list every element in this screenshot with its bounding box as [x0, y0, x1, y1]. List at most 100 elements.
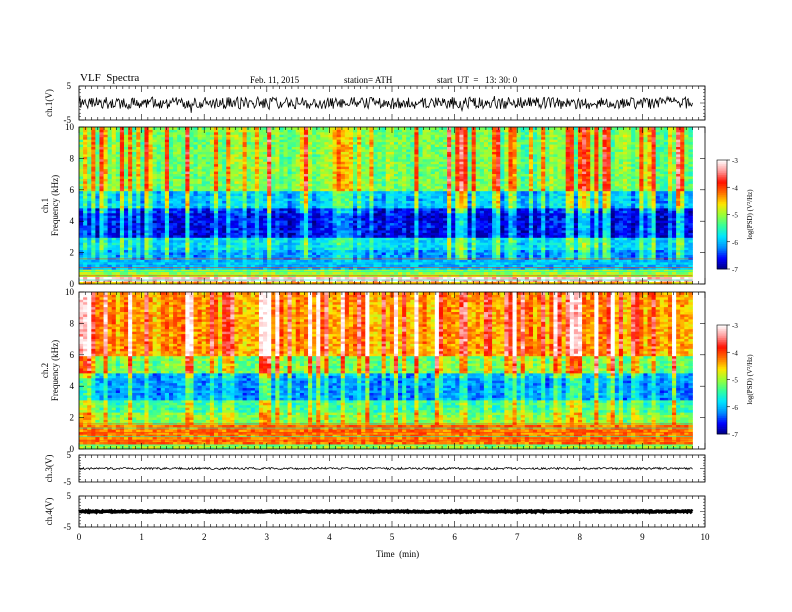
spectrogram-cell [426, 237, 432, 241]
spectrogram-cell [402, 225, 407, 228]
spectrogram-cell [455, 252, 460, 255]
spectrogram-cell [672, 271, 677, 275]
spectrogram-cell [303, 264, 309, 268]
spectrogram-cell [537, 249, 542, 253]
spectrogram-cell [258, 227, 264, 231]
spectrogram-cell [164, 222, 170, 226]
spectrogram-cell [528, 264, 534, 268]
spectrogram-cell [250, 247, 256, 251]
spectrogram-cell [688, 222, 693, 226]
spectrogram-cell [622, 257, 628, 260]
spectrogram-cell [230, 222, 235, 226]
spectrogram-cell [565, 227, 571, 231]
spectrogram-cell [557, 257, 562, 260]
spectrogram-cell [128, 220, 133, 224]
spectrogram-cell [389, 252, 395, 255]
spectrogram-cell [676, 210, 681, 214]
spectrogram-cell [295, 210, 301, 214]
spectrogram-cell [492, 234, 497, 238]
spectrogram-cell [361, 252, 366, 255]
spectrogram-cell [295, 217, 301, 221]
spectrogram-cell [189, 227, 194, 231]
spectrogram-cell [287, 217, 293, 221]
spectrogram-cell [218, 281, 223, 285]
spectrogram-cell [123, 222, 129, 226]
spectrogram-cell [303, 244, 309, 248]
spectrogram-cell [91, 279, 96, 282]
spectrogram-cell [353, 247, 358, 251]
spectrogram-cell [516, 234, 522, 238]
spectrogram-cell [132, 234, 137, 238]
spectrogram-cell [471, 232, 477, 236]
spectrogram-cell [353, 205, 358, 209]
spectrogram-cell [258, 234, 264, 238]
spectrogram-cell [213, 247, 219, 251]
spectrogram-cell [528, 234, 534, 238]
spectrogram-cell [512, 217, 518, 221]
spectrogram-cell [119, 249, 125, 253]
spectrogram-cell [475, 212, 481, 216]
spectrogram-cell [443, 239, 448, 243]
spectrogram-cell [160, 210, 166, 214]
spectrogram-cell [463, 222, 468, 226]
spectrogram-cell [398, 264, 403, 268]
spectrogram-cell [422, 220, 428, 224]
spectrogram-cell [144, 215, 149, 219]
spectrogram-cell [361, 232, 366, 236]
spectrogram-cell [295, 247, 301, 251]
spectrogram-cell [156, 269, 162, 273]
spectrogram-cell [205, 276, 211, 280]
spectrogram-cell [639, 271, 644, 275]
spectrogram-cell [434, 252, 440, 255]
spectrogram-cell [115, 215, 121, 219]
spectrogram-cell [246, 281, 252, 285]
spectrogram-cell [667, 271, 673, 275]
spectrogram-cell [205, 212, 211, 216]
spectrogram-cell [295, 220, 301, 224]
spectrogram-cell [483, 212, 489, 216]
spectrogram-cell [373, 239, 378, 243]
spectrogram-cell [185, 222, 190, 226]
spectrogram-cell [398, 205, 403, 209]
spectrogram-cell [602, 249, 607, 253]
spectrogram-cell [209, 232, 215, 236]
spectrogram-cell [291, 271, 297, 275]
spectrogram-cell [418, 247, 423, 251]
spectrogram-cell [291, 210, 297, 214]
spectrogram-cell [250, 271, 256, 275]
spectrogram-cell [508, 210, 513, 214]
spectrogram-cell [267, 259, 272, 263]
spectrogram-cell [557, 264, 562, 268]
spectrogram-cell [144, 279, 149, 282]
spectrogram-cell [614, 232, 620, 236]
spectrogram-cell [316, 276, 321, 280]
spectrogram-cell [218, 207, 223, 211]
spectrogram-cell [344, 244, 350, 248]
spectrogram-cell [369, 269, 374, 273]
spectrogram-cell [308, 237, 313, 241]
spectrogram-cell [487, 227, 493, 231]
spectrogram-cell [328, 217, 333, 221]
spectrogram-cell [537, 237, 542, 241]
spectrogram-cell [516, 269, 522, 273]
spectrogram-cell [631, 269, 636, 273]
spectrogram-cell [95, 222, 100, 226]
spectrogram-cell [537, 264, 542, 268]
spectrogram-cell [512, 207, 518, 211]
spectrogram-cell [451, 254, 456, 258]
spectrogram-cell [508, 237, 513, 241]
spectrogram-cell [132, 257, 137, 260]
spectrogram-cell [324, 276, 329, 280]
spectrogram-cell [254, 232, 260, 236]
spectrogram-cell [483, 276, 489, 280]
spectrogram-cell [545, 264, 550, 268]
spectrogram-cell [230, 237, 235, 241]
spectrogram-cell [618, 234, 624, 238]
spectrogram-cell [492, 259, 497, 263]
spectrogram-cell [324, 232, 329, 236]
spectrogram-cell [357, 232, 362, 236]
spectrogram-cell [438, 269, 444, 273]
spectrogram-cell [181, 227, 186, 231]
spectrogram-cell [173, 276, 178, 280]
spectrogram-cell [111, 264, 117, 268]
